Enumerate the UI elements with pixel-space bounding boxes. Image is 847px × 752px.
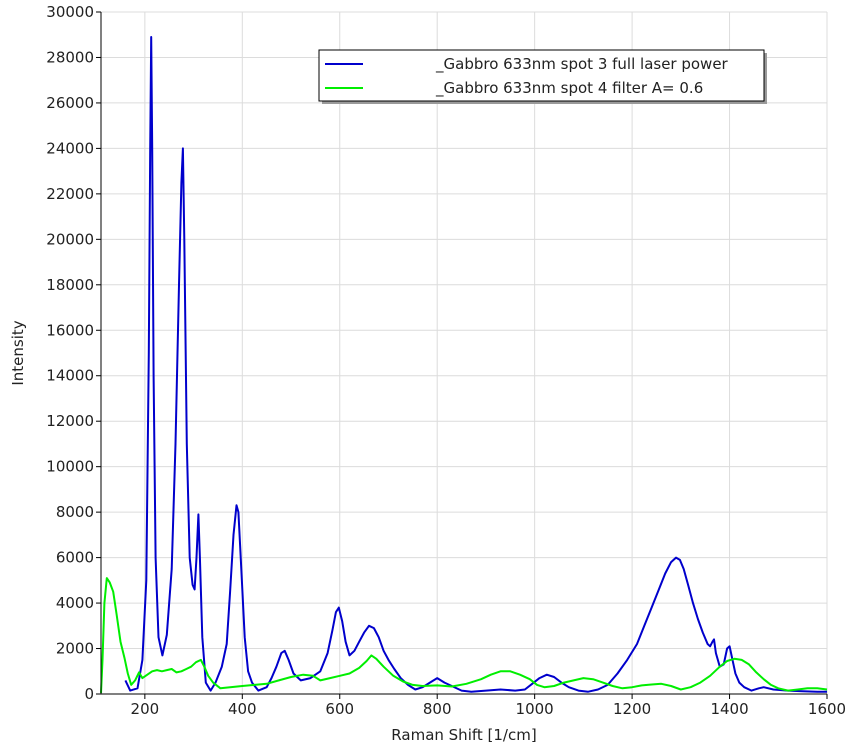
- x-tick-label: 200: [131, 700, 160, 718]
- series-line-2: [100, 577, 828, 693]
- x-axis-title: Raman Shift [1/cm]: [391, 726, 536, 744]
- y-tick-label: 0: [84, 685, 94, 703]
- x-tick-label: 1000: [516, 700, 554, 718]
- x-tick-label: 1200: [613, 700, 651, 718]
- y-tick-label: 16000: [46, 321, 94, 339]
- x-tick-label: 600: [325, 700, 354, 718]
- y-tick-label: 2000: [56, 640, 94, 658]
- series-line-1: [124, 36, 827, 693]
- x-tick-label: 800: [423, 700, 452, 718]
- y-tick-label: 8000: [56, 503, 94, 521]
- legend-label-1: _Gabbro 633nm spot 3 full laser power: [435, 55, 729, 74]
- legend-label-2: _Gabbro 633nm spot 4 filter A= 0.6: [435, 79, 703, 98]
- x-tick-label: 1400: [710, 700, 748, 718]
- y-tick-label: 4000: [56, 594, 94, 612]
- y-tick-label: 14000: [46, 367, 94, 385]
- y-axis-title: Intensity: [9, 320, 27, 385]
- y-tick-label: 18000: [46, 276, 94, 294]
- grid-lines: [101, 11, 828, 695]
- plot-frame: [100, 12, 827, 695]
- y-tick-label: 28000: [46, 48, 94, 66]
- y-tick-label: 6000: [56, 549, 94, 567]
- y-axis-ticks: 0 2000 4000 6000 8000 10000 12000 14000 16000 180…: [46, 3, 101, 703]
- legend: _Gabbro 633nm spot 3 full laser power _Ga…: [318, 49, 767, 104]
- y-tick-label: 26000: [46, 94, 94, 112]
- x-axis-ticks: 200 400 600 800 1000 1200 1400 1600: [131, 694, 846, 718]
- series-layer: [100, 36, 828, 693]
- x-tick-label: 1600: [808, 700, 846, 718]
- y-tick-label: 10000: [46, 458, 94, 476]
- x-tick-label: 400: [228, 700, 257, 718]
- y-tick-label: 30000: [46, 3, 94, 21]
- legend-box: [318, 49, 765, 102]
- y-tick-label: 22000: [46, 185, 94, 203]
- y-tick-label: 20000: [46, 230, 94, 248]
- y-tick-label: 24000: [46, 139, 94, 157]
- y-tick-label: 12000: [46, 412, 94, 430]
